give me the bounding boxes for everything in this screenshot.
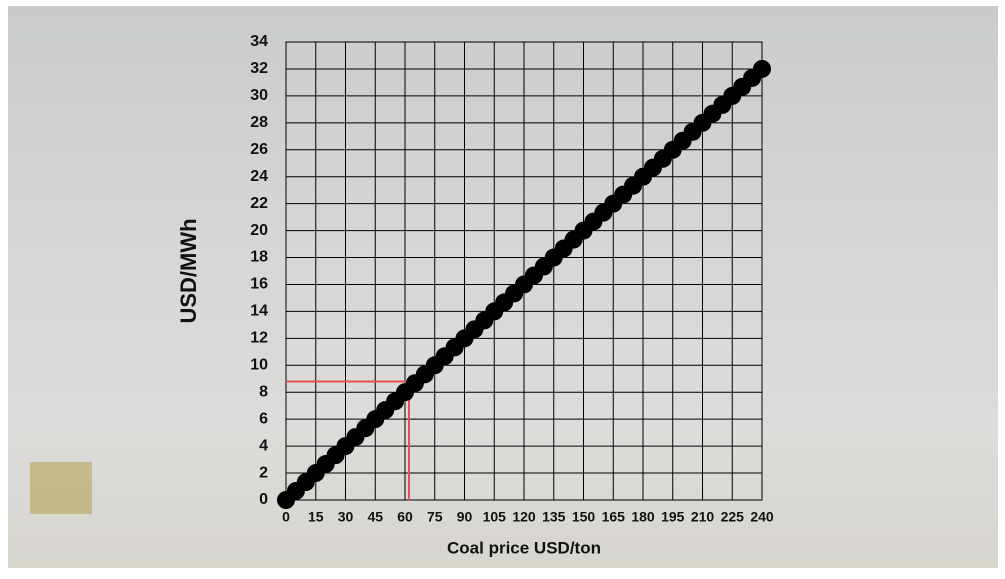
background-photo [8,6,998,568]
y-tick-label: 4 [259,437,268,454]
x-tick-label: 90 [457,509,473,525]
x-tick-label: 195 [661,509,685,525]
x-tick-label: 240 [750,509,774,525]
truck-decoration [30,462,92,514]
y-tick-label: 2 [259,464,268,481]
x-tick-label: 105 [483,509,507,525]
x-tick-label: 135 [542,509,566,525]
y-tick-label: 32 [250,60,268,77]
y-tick-label: 28 [250,114,268,131]
x-tick-label: 180 [631,509,655,525]
x-tick-label: 225 [721,509,745,525]
y-tick-label: 20 [250,222,268,239]
x-tick-label: 75 [427,509,443,525]
x-tick-label: 30 [338,509,354,525]
y-tick-label: 30 [250,87,268,104]
y-tick-label: 24 [250,168,268,185]
x-tick-label: 210 [691,509,715,525]
point [753,59,771,78]
y-tick-label: 34 [250,33,268,50]
y-axis-title: USD/MWh [176,218,201,323]
y-tick-label: 12 [250,330,268,347]
y-tick-label: 22 [250,195,268,212]
x-tick-label: 45 [367,509,383,525]
x-tick-label: 120 [512,509,536,525]
x-tick-label: 0 [282,509,290,525]
y-tick-label: 16 [250,276,268,293]
y-tick-label: 14 [250,303,268,320]
y-tick-label: 6 [259,410,268,427]
y-tick-label: 8 [259,383,268,400]
x-tick-label: 60 [397,509,413,525]
x-tick-label: 15 [308,509,324,525]
y-tick-label: 10 [250,357,268,374]
y-tick-label: 26 [250,141,268,158]
x-tick-label: 150 [572,509,596,525]
y-tick-label: 0 [259,491,268,508]
x-tick-label: 165 [602,509,626,525]
y-tick-label: 18 [250,249,268,266]
x-axis-title: Coal price USD/ton [447,538,601,557]
